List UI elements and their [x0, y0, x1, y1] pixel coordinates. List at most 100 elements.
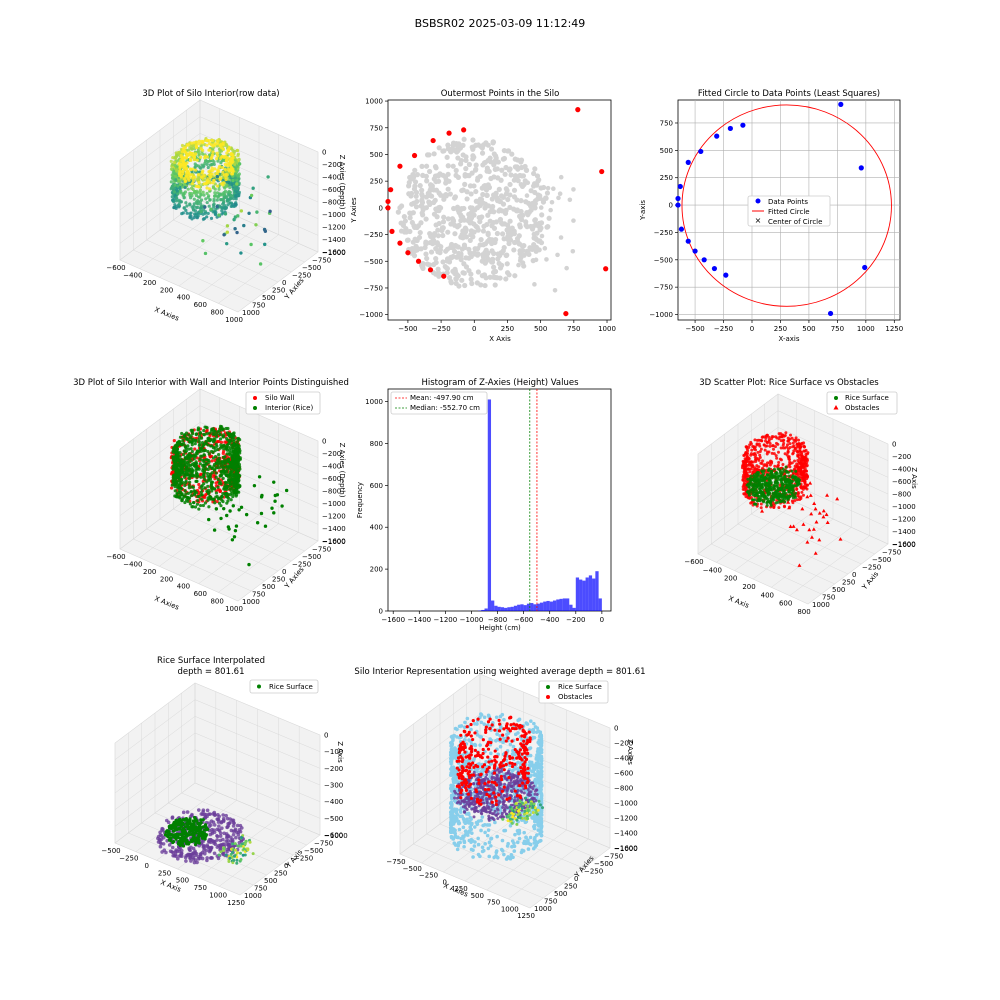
p1-point [184, 208, 188, 213]
p2-grey-point [456, 222, 462, 228]
p1-point [224, 177, 228, 182]
p6-obstacle-point [744, 450, 748, 454]
p1-point [190, 192, 194, 196]
p2-grey-point [440, 225, 446, 231]
p4-interior-point [191, 431, 195, 436]
p1-xtick-label: 200 [160, 286, 173, 294]
p1-point [229, 197, 233, 201]
p5-xtick-label: −400 [540, 616, 559, 624]
p1-point [199, 155, 203, 159]
p3-xlabel: X-axis [779, 335, 800, 343]
p4-interior-point [190, 505, 194, 509]
p2-grey-point [503, 276, 509, 282]
p6-obstacle-point [759, 506, 763, 510]
p5-hist-bar [595, 571, 599, 611]
p4-interior-point [173, 476, 177, 480]
p2-grey-point [423, 173, 429, 179]
p6-obstacle-point [773, 445, 777, 449]
p2-ytick-label: −500 [364, 258, 383, 266]
p4-interior-point [206, 498, 210, 502]
p6-obstacle-point [769, 459, 773, 463]
p1-point [213, 142, 217, 146]
p6-xtick-label: 800 [797, 608, 810, 616]
p4-interior-point [201, 473, 206, 477]
p6-rice-point [790, 494, 794, 498]
p2-grey-point [544, 190, 551, 196]
p4-interior-point [199, 449, 203, 453]
p5-hist-bar [588, 575, 593, 611]
p1-xtick-label: 800 [210, 309, 223, 317]
p6-obstacle-point [801, 493, 805, 497]
p1-point [185, 166, 189, 170]
p1-point [196, 212, 200, 216]
p6-obstacle-point [789, 433, 793, 437]
p4-interior-point [273, 493, 277, 498]
p1-point [184, 201, 188, 205]
p2-grey-point [462, 244, 468, 251]
p4-xtick-label: 200 [143, 568, 156, 576]
p2-grey-point [402, 229, 408, 235]
p4-interior-point [232, 438, 236, 442]
p1-point [186, 171, 190, 175]
p4-interior-point [218, 461, 222, 465]
p6-rice-point [797, 482, 801, 486]
p4-interior-point [184, 437, 188, 441]
p6-obstacle-point [799, 485, 803, 489]
p2-grey-point [490, 219, 496, 226]
p4-interior-point [222, 506, 226, 511]
p1-point [182, 149, 187, 153]
p6-rice-point [764, 481, 768, 485]
p1-point [169, 180, 173, 184]
p1-point [205, 191, 209, 196]
p2-grey-point [469, 228, 475, 235]
p4-interior-point [193, 489, 197, 493]
p4-interior-point [207, 490, 211, 495]
p2-grey-point [433, 245, 439, 252]
p1-point [189, 146, 194, 151]
p6-obstacle-point [786, 436, 790, 440]
p2-grey-point [470, 137, 476, 143]
p1-point [233, 176, 237, 180]
p1-point [175, 153, 179, 157]
p6-obstacle-point [774, 454, 778, 458]
p2-grey-point [466, 246, 472, 252]
p2-grey-point [427, 192, 433, 198]
p6-ztick-label: −800 [892, 491, 911, 499]
p1-point [182, 162, 186, 167]
p2-grey-point [435, 233, 441, 239]
p1-point [228, 185, 232, 190]
p1-point [201, 217, 206, 221]
p2-grey-point [459, 277, 465, 283]
p5-hist-bar [491, 600, 495, 611]
p2-grey-point [532, 217, 538, 223]
p4-interior-point [219, 504, 223, 508]
p6-rice-point [769, 503, 773, 507]
p4-interior-point [211, 432, 215, 436]
p1-point [229, 159, 233, 163]
p1-point [179, 154, 183, 158]
p2-grey-point [571, 187, 576, 192]
p4-interior-point [179, 478, 184, 482]
p1-point [200, 139, 204, 143]
p1-point [226, 162, 230, 166]
p1-point [173, 156, 177, 160]
p3-ytick-label: 750 [660, 119, 673, 127]
p2-grey-point [517, 213, 523, 219]
p1-ztick-label: −1000 [322, 211, 346, 219]
p6-obstacle-point [770, 437, 774, 441]
p4-interior-point [187, 483, 191, 487]
p1-point [209, 216, 214, 220]
p2-grey-point [531, 170, 537, 177]
p1-point [236, 152, 240, 156]
p4-interior-point [235, 446, 239, 451]
p6-rice-point [760, 494, 764, 498]
p6-xtick-label: −600 [684, 558, 703, 566]
p6-obstacle-point [795, 487, 799, 491]
p6-rice-point [747, 485, 751, 489]
p2-ytick-label: −1000 [359, 311, 383, 319]
p5-xtick-label: −800 [488, 616, 507, 624]
p2-grey-point [489, 259, 496, 265]
p4-interior-point [200, 497, 204, 501]
p5-hist-bar [526, 603, 531, 611]
p4-interior-point [232, 454, 236, 458]
